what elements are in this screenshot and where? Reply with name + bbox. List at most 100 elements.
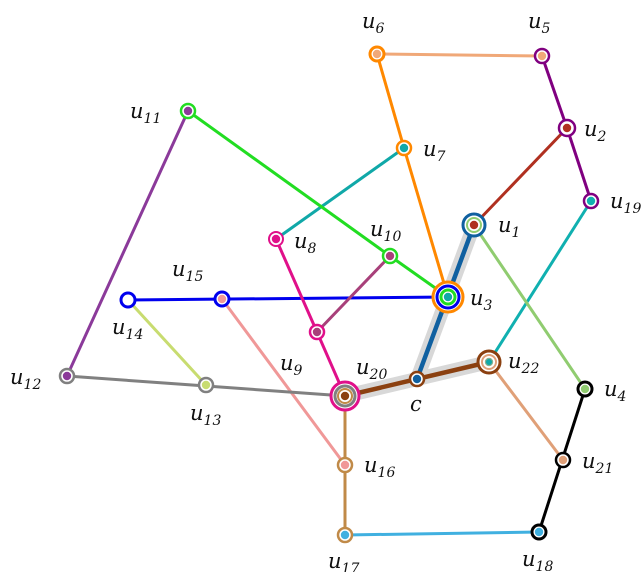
edge-u2-u1 <box>472 126 569 227</box>
label-subscript: 21 <box>595 461 614 477</box>
label-main: u <box>528 9 542 33</box>
label-subscript: 11 <box>144 111 162 127</box>
label-u14: u14 <box>112 315 143 343</box>
label-main: u <box>362 9 376 33</box>
label-u2: u2 <box>584 117 607 145</box>
node-u12[interactable] <box>58 367 76 385</box>
node-u20[interactable] <box>329 380 361 412</box>
node-u9[interactable] <box>308 323 326 341</box>
label-subscript: 17 <box>342 561 360 572</box>
node-u22[interactable] <box>476 349 502 375</box>
edge-u6-u7 <box>375 52 406 150</box>
label-subscript: 4 <box>617 389 627 405</box>
label-main: u <box>498 213 512 237</box>
label-subscript: 5 <box>542 21 551 37</box>
label-main: u <box>370 217 384 241</box>
edge-u9-u10 <box>315 254 392 334</box>
node-u6[interactable] <box>368 45 386 63</box>
label-subscript: 6 <box>376 21 385 37</box>
label-main: u <box>190 401 204 425</box>
label-u18: u18 <box>522 547 553 572</box>
label-main: u <box>470 286 484 310</box>
label-subscript: 2 <box>597 129 607 145</box>
label-main: u <box>112 315 126 339</box>
edge-u11-u12 <box>65 109 190 378</box>
label-main: u <box>584 117 598 141</box>
label-main: u <box>294 229 308 253</box>
label-main: u <box>130 99 144 123</box>
label-main: u <box>280 351 294 375</box>
node-u8[interactable] <box>268 231 284 247</box>
label-main: u <box>508 349 522 373</box>
label-subscript: 7 <box>437 149 446 165</box>
label-main: u <box>610 189 624 213</box>
node-u10[interactable] <box>381 247 399 265</box>
label-subscript: 1 <box>512 225 521 241</box>
edge-u2-u19 <box>565 126 593 203</box>
label-u17: u17 <box>328 549 359 572</box>
label-subscript: 20 <box>369 367 388 383</box>
label-main: c <box>410 392 422 416</box>
edge-u1-u4 <box>472 223 587 391</box>
label-main: u <box>356 355 370 379</box>
edge-u6-u5 <box>375 52 544 58</box>
label-subscript: 15 <box>186 269 204 285</box>
node-u17[interactable] <box>336 526 354 544</box>
label-subscript: 3 <box>484 298 493 314</box>
label-main: u <box>423 137 437 161</box>
node-layer <box>58 45 600 544</box>
label-u16: u16 <box>364 453 395 481</box>
label-u9: u9 <box>280 351 303 379</box>
node-u2[interactable] <box>557 118 577 138</box>
label-u22: u22 <box>508 349 539 377</box>
label-main: u <box>522 547 536 571</box>
label-u10: u10 <box>370 217 401 245</box>
label-u13: u13 <box>190 401 221 429</box>
edge-u8-u9 <box>274 237 319 334</box>
label-subscript: 8 <box>308 241 317 257</box>
node-u5[interactable] <box>533 47 551 65</box>
edge-u15-u16 <box>220 297 347 467</box>
label-main: u <box>10 365 24 389</box>
label-u20: u20 <box>356 355 387 383</box>
label-subscript: 22 <box>521 361 540 377</box>
node-c[interactable] <box>408 370 426 388</box>
label-u4: u4 <box>604 377 626 405</box>
edge-u14-u13 <box>126 298 208 387</box>
edge-layer <box>65 52 593 537</box>
label-subscript: 14 <box>126 327 144 343</box>
node-u7[interactable] <box>395 139 413 157</box>
node-u14[interactable] <box>119 291 137 309</box>
edge-u7-u8 <box>274 146 406 241</box>
label-subscript: 18 <box>536 559 554 572</box>
label-main: u <box>364 453 378 477</box>
node-u13[interactable] <box>197 376 215 394</box>
node-u4[interactable] <box>576 380 594 398</box>
label-u6: u6 <box>362 9 385 37</box>
label-u12: u12 <box>10 365 41 393</box>
edge-u17-u18 <box>343 530 541 537</box>
label-c: c <box>410 392 422 416</box>
edge-u11-u10 <box>186 109 392 258</box>
node-u15[interactable] <box>213 290 231 308</box>
node-u18[interactable] <box>530 523 548 541</box>
node-u16[interactable] <box>336 456 354 474</box>
node-u11[interactable] <box>179 102 197 120</box>
label-u19: u19 <box>610 189 641 217</box>
label-u8: u8 <box>294 229 317 257</box>
label-main: u <box>582 449 596 473</box>
node-u21[interactable] <box>554 451 572 469</box>
label-main: u <box>604 377 618 401</box>
label-u1: u1 <box>498 213 520 241</box>
label-u11: u11 <box>130 99 161 127</box>
label-subscript: 16 <box>378 465 396 481</box>
label-subscript: 13 <box>204 413 222 429</box>
node-u1[interactable] <box>461 212 487 238</box>
label-u5: u5 <box>528 9 551 37</box>
node-u3[interactable] <box>431 280 465 314</box>
label-subscript: 12 <box>24 377 42 393</box>
label-u15: u15 <box>172 257 203 285</box>
label-u21: u21 <box>582 449 613 477</box>
label-subscript: 9 <box>294 363 303 379</box>
node-u19[interactable] <box>582 192 600 210</box>
